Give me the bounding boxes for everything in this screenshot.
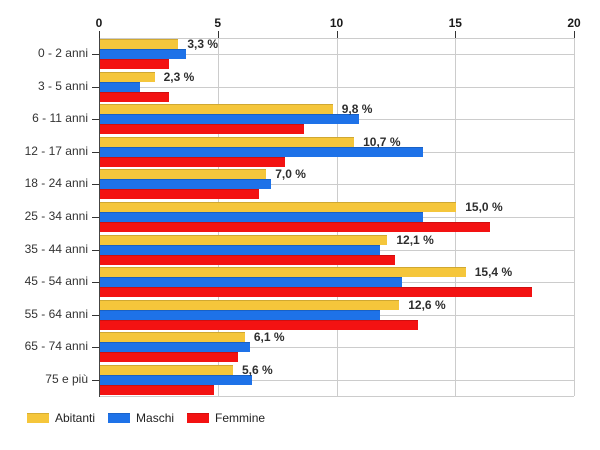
bar-abitanti-3-5-anni bbox=[100, 71, 155, 82]
value-label: 2,3 % bbox=[163, 69, 195, 84]
x-axis-tick bbox=[99, 31, 100, 38]
gridline-vertical bbox=[574, 38, 575, 396]
bar-femmine-65-74-anni bbox=[100, 352, 238, 363]
legend-label-maschi: Maschi bbox=[136, 411, 175, 425]
gridline-horizontal bbox=[99, 54, 574, 56]
legend-swatch-femmine bbox=[187, 413, 210, 423]
legend-item-abitanti: Abitanti bbox=[27, 411, 95, 425]
bar-maschi-65-74-anni bbox=[100, 342, 250, 353]
value-label: 15,4 % bbox=[474, 265, 513, 280]
bar-abitanti-6-11-anni bbox=[100, 104, 333, 115]
x-axis-tick bbox=[574, 31, 575, 38]
category-label: 65 - 74 anni bbox=[24, 339, 88, 354]
x-axis-tick-label: 0 bbox=[95, 16, 103, 30]
category-label: 6 - 11 anni bbox=[32, 111, 88, 126]
bar-femmine-18-24-anni bbox=[100, 189, 260, 200]
bar-abitanti-65-74-anni bbox=[100, 332, 245, 343]
bar-maschi-55-64-anni bbox=[100, 309, 381, 320]
y-axis-tick bbox=[92, 86, 99, 88]
gridline-horizontal bbox=[99, 347, 574, 349]
bar-abitanti-55-64-anni bbox=[100, 299, 400, 310]
legend-swatch-maschi bbox=[108, 413, 131, 423]
x-axis-tick-label: 15 bbox=[448, 16, 462, 30]
category-label: 12 - 17 anni bbox=[24, 143, 88, 158]
bar-femmine-75-e-pi bbox=[100, 384, 214, 395]
x-axis-tick bbox=[217, 31, 219, 38]
bar-femmine-3-5-anni bbox=[100, 91, 169, 102]
bar-maschi-25-34-anni bbox=[100, 212, 423, 222]
x-axis-tick bbox=[336, 31, 338, 38]
x-axis-tick bbox=[455, 31, 457, 38]
y-axis-line bbox=[99, 38, 100, 397]
bar-femmine-35-44-anni bbox=[100, 254, 395, 265]
bar-maschi-0-2-anni bbox=[100, 49, 186, 60]
y-axis-tick bbox=[92, 282, 99, 284]
value-label: 12,6 % bbox=[408, 297, 446, 312]
plot-bottom-border bbox=[99, 396, 574, 397]
category-label: 55 - 64 anni bbox=[24, 306, 88, 321]
value-label: 10,7 % bbox=[363, 134, 401, 149]
y-axis-tick bbox=[92, 54, 99, 56]
x-axis-tick-label: 5 bbox=[214, 16, 222, 30]
value-label: 5,6 % bbox=[242, 362, 273, 377]
legend-item-maschi: Maschi bbox=[108, 411, 174, 425]
x-axis-tick-label: 20 bbox=[567, 16, 581, 30]
value-label: 9,8 % bbox=[341, 102, 373, 117]
bar-femmine-12-17-anni bbox=[100, 156, 286, 167]
y-axis-tick bbox=[92, 119, 99, 121]
legend: Abitanti Maschi Femmine bbox=[27, 411, 265, 425]
value-label: 6,1 % bbox=[253, 330, 285, 345]
gridline-horizontal bbox=[99, 184, 574, 186]
category-label: 0 - 2 anni bbox=[37, 46, 88, 61]
value-label: 7,0 % bbox=[275, 167, 306, 182]
bar-abitanti-25-34-anni bbox=[100, 202, 457, 212]
bar-femmine-0-2-anni bbox=[100, 59, 169, 70]
bar-abitanti-35-44-anni bbox=[100, 234, 388, 245]
bar-maschi-18-24-anni bbox=[100, 179, 271, 190]
category-label: 3 - 5 anni bbox=[37, 78, 88, 93]
bar-femmine-25-34-anni bbox=[100, 222, 490, 232]
bar-maschi-75-e-pi bbox=[100, 374, 252, 385]
gridline-horizontal bbox=[99, 379, 574, 381]
bar-abitanti-0-2-anni bbox=[100, 39, 179, 50]
y-axis-tick bbox=[92, 379, 99, 381]
bar-maschi-12-17-anni bbox=[100, 146, 423, 157]
bar-abitanti-75-e-pi bbox=[100, 364, 233, 375]
legend-swatch-abitanti bbox=[27, 413, 49, 423]
bar-abitanti-12-17-anni bbox=[100, 136, 355, 147]
bar-femmine-6-11-anni bbox=[100, 124, 305, 135]
legend-label-femmine: Femmine bbox=[215, 411, 266, 425]
bar-femmine-45-54-anni bbox=[100, 287, 533, 298]
value-label: 12,1 % bbox=[396, 232, 434, 247]
value-label: 15,0 % bbox=[465, 200, 503, 214]
bar-femmine-55-64-anni bbox=[100, 319, 419, 330]
category-label: 75 e più bbox=[45, 371, 88, 386]
bar-maschi-6-11-anni bbox=[100, 114, 359, 125]
category-label: 35 - 44 anni bbox=[24, 241, 88, 256]
y-axis-tick bbox=[92, 347, 99, 349]
category-label: 18 - 24 anni bbox=[24, 176, 88, 191]
y-axis-tick bbox=[92, 249, 99, 251]
category-label: 45 - 54 anni bbox=[24, 274, 88, 289]
value-label: 3,3 % bbox=[187, 37, 219, 52]
y-axis-tick bbox=[92, 314, 99, 316]
category-label: 25 - 34 anni bbox=[24, 209, 88, 223]
bar-maschi-3-5-anni bbox=[100, 81, 141, 92]
bar-abitanti-45-54-anni bbox=[100, 267, 466, 278]
x-axis-tick-label: 10 bbox=[329, 16, 344, 30]
legend-item-femmine: Femmine bbox=[187, 411, 265, 425]
y-axis-tick bbox=[92, 217, 99, 218]
bar-maschi-45-54-anni bbox=[100, 277, 402, 288]
legend-label-abitanti: Abitanti bbox=[55, 411, 96, 425]
y-axis-tick bbox=[92, 151, 99, 153]
bar-abitanti-18-24-anni bbox=[100, 169, 267, 180]
y-axis-tick bbox=[92, 184, 99, 186]
bar-maschi-35-44-anni bbox=[100, 244, 381, 255]
gridline-horizontal bbox=[99, 86, 574, 88]
